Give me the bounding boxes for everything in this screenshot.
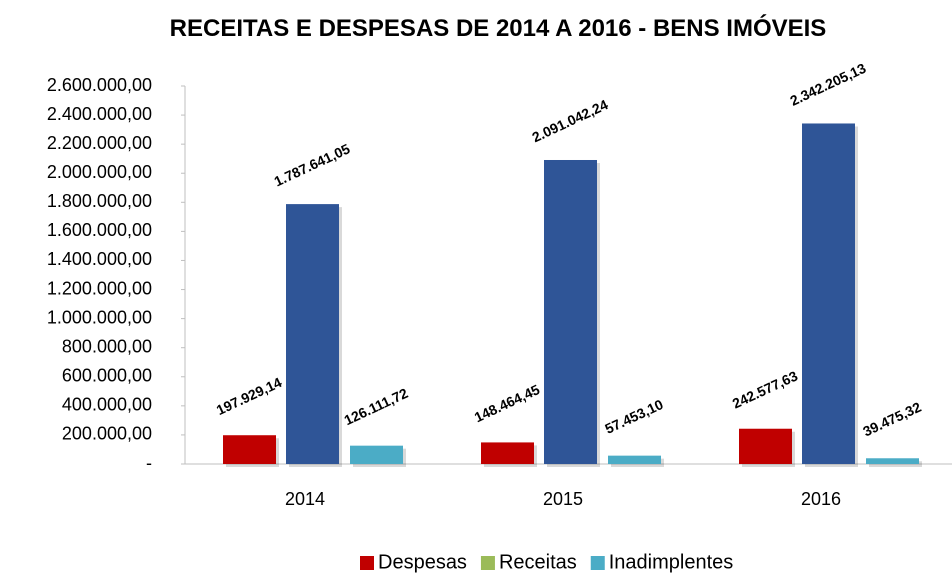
chart-title: RECEITAS E DESPESAS DE 2014 A 2016 - BEN… [169,15,827,42]
y-tick-label: 200.000,00 [62,424,152,444]
data-label: 197.929,14 [214,374,284,418]
bar [739,428,792,464]
data-label: 2.091.042,24 [530,96,611,145]
data-label: 39.475,32 [860,399,923,440]
data-label: 126.111,72 [342,385,411,429]
bar [866,458,919,464]
y-tick-label: 800.000,00 [62,336,152,356]
y-tick-label: 1.200.000,00 [47,278,152,298]
bar [802,123,855,465]
y-tick-label: 2.600.000,00 [47,75,152,95]
x-tick-label: 2016 [801,489,841,509]
legend-label: Receitas [499,551,577,573]
legend-label: Despesas [378,551,467,573]
y-tick-label: 2.400.000,00 [47,104,152,124]
y-tick-label: 2.000.000,00 [47,162,152,182]
y-tick-label: 1.400.000,00 [47,249,152,269]
y-tick-label: 1.800.000,00 [47,191,152,211]
bar [544,159,597,464]
data-label: 242.577,63 [730,367,800,411]
data-label: 148.464,45 [472,381,542,425]
bar [286,204,339,464]
legend-label: Inadimplentes [609,551,734,573]
bar [223,435,276,464]
data-label: 57.453,10 [602,396,665,437]
x-tick-label: 2015 [543,489,583,509]
y-tick-label: 400.000,00 [62,395,152,415]
y-tick-label: 2.200.000,00 [47,133,152,153]
y-tick-label: 1.600.000,00 [47,220,152,240]
y-tick-label: 1.000.000,00 [47,307,152,327]
x-tick-label: 2014 [285,489,325,509]
legend-swatch [360,556,374,570]
bar [481,442,534,464]
y-tick-label: - [146,453,152,473]
data-label: 1.787.641,05 [272,140,353,189]
y-tick-label: 600.000,00 [62,366,152,386]
legend-swatch [590,556,605,570]
legend-swatch [480,556,495,570]
bar-shadow [869,461,922,467]
bar [608,455,661,464]
bar [350,445,403,464]
data-label: 2.342.205,13 [788,60,869,109]
